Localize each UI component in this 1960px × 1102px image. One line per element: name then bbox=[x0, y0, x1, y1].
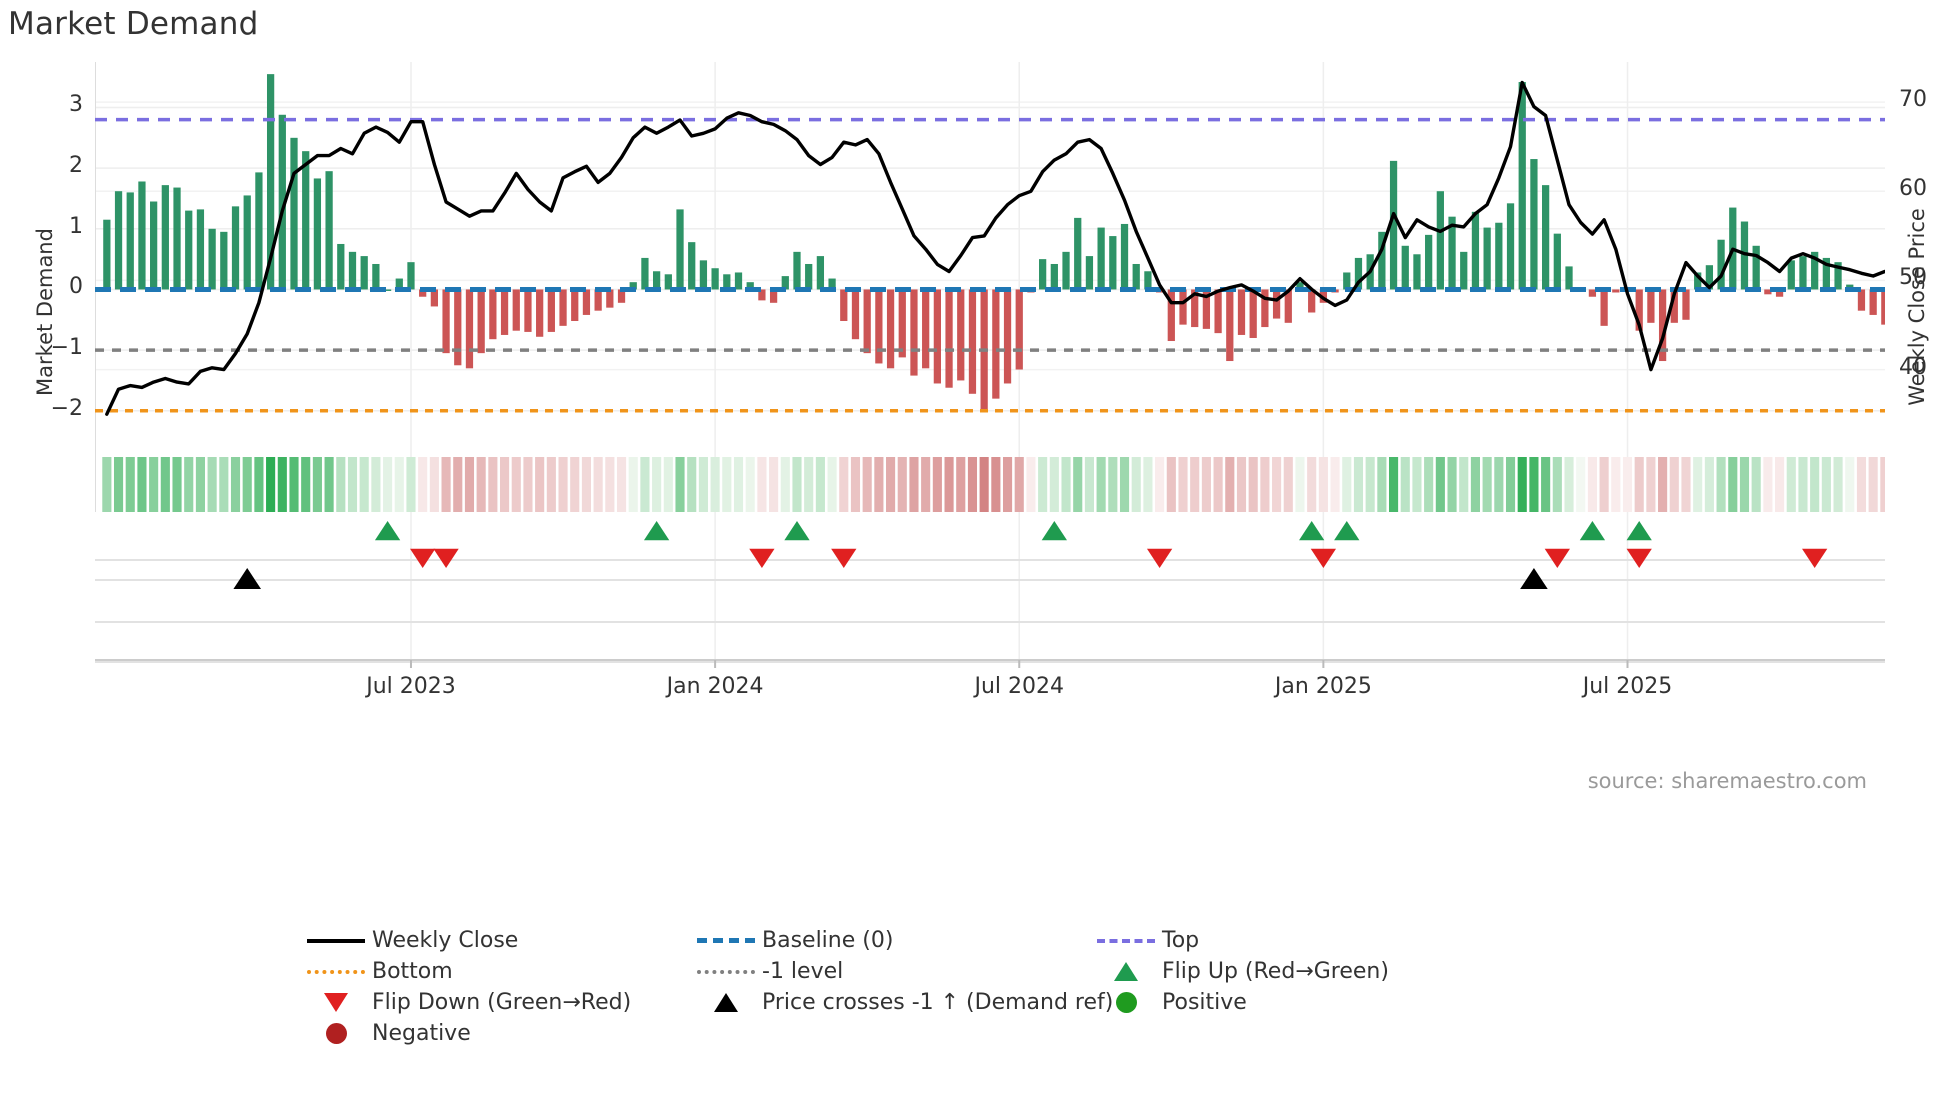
x-tick: Jul 2025 bbox=[1582, 674, 1673, 699]
y-tick-left: 2 bbox=[69, 153, 83, 179]
legend-item[interactable]: Positive bbox=[1090, 987, 1510, 1018]
chart-legend: Weekly Close Baseline (0) Top Bottom -1 leve… bbox=[300, 925, 1660, 1049]
y-tick-left: 0 bbox=[69, 274, 83, 300]
legend-item-label: Top bbox=[1162, 928, 1200, 953]
legend-item[interactable]: -1 level bbox=[690, 956, 1090, 987]
y-tick-left: −2 bbox=[50, 395, 83, 421]
x-tick: Jul 2024 bbox=[974, 674, 1064, 699]
legend-item-label: Flip Up (Red→Green) bbox=[1162, 959, 1389, 984]
y-axis-right-label: Weekly Close Price bbox=[1905, 208, 1929, 406]
legend-row: Weekly Close Baseline (0) Top bbox=[300, 925, 1660, 956]
legend-item-label: Price crosses -1 ↑ (Demand ref) bbox=[762, 990, 1114, 1015]
triangle-down-icon bbox=[300, 993, 372, 1012]
legend-item[interactable]: Negative bbox=[300, 1018, 690, 1049]
source-note: source: sharemaestro.com bbox=[1587, 769, 1867, 793]
legend-dashed-line-icon bbox=[1090, 938, 1162, 943]
chart-plot-area: Market Demand Weekly Close Price 3 2 1 0 −1−… bbox=[33, 62, 1929, 822]
y-tick-right: 70 bbox=[1899, 87, 1927, 113]
triangle-up-icon bbox=[690, 993, 762, 1012]
legend-item[interactable]: Top bbox=[1090, 925, 1510, 956]
y-tick-right: 50 bbox=[1899, 265, 1927, 291]
x-tick: Jul 2023 bbox=[366, 674, 456, 699]
legend-item-label: Negative bbox=[372, 1021, 471, 1046]
legend-item-label: Flip Down (Green→Red) bbox=[372, 990, 632, 1015]
legend-row: Bottom -1 level Flip Up (Red→Green) bbox=[300, 956, 1660, 987]
legend-line-icon bbox=[300, 938, 372, 943]
legend-item-label: -1 level bbox=[762, 959, 844, 984]
page-title: Market Demand bbox=[8, 6, 259, 42]
chart-svg bbox=[95, 62, 1885, 668]
legend-row: Flip Down (Green→Red) Price crosses -1 ↑ … bbox=[300, 987, 1660, 1018]
y-tick-right: 60 bbox=[1899, 176, 1927, 202]
x-tick: Jan 2024 bbox=[666, 674, 764, 699]
legend-dotted-line-icon bbox=[690, 969, 762, 974]
y-tick-left: −1 bbox=[50, 335, 83, 361]
legend-item[interactable]: Baseline (0) bbox=[690, 925, 1090, 956]
legend-item-label: Baseline (0) bbox=[762, 928, 894, 953]
legend-item[interactable]: Price crosses -1 ↑ (Demand ref) bbox=[690, 987, 1113, 1018]
legend-item[interactable]: Flip Down (Green→Red) bbox=[300, 987, 690, 1018]
circle-icon bbox=[300, 1023, 372, 1044]
y-tick-right: 40 bbox=[1899, 354, 1927, 380]
legend-item[interactable]: Flip Up (Red→Green) bbox=[1090, 956, 1510, 987]
y-tick-left: 3 bbox=[69, 92, 83, 118]
y-tick-left: 1 bbox=[69, 213, 83, 239]
legend-dashed-line-icon bbox=[690, 938, 762, 943]
triangle-up-icon bbox=[1090, 962, 1162, 981]
legend-item-label: Positive bbox=[1162, 990, 1247, 1015]
circle-icon bbox=[1090, 992, 1162, 1013]
x-tick: Jan 2025 bbox=[1274, 674, 1372, 699]
legend-item[interactable]: Weekly Close bbox=[300, 925, 690, 956]
legend-item[interactable]: Bottom bbox=[300, 956, 690, 987]
legend-item-label: Bottom bbox=[372, 959, 453, 984]
legend-row: Negative bbox=[300, 1018, 1660, 1049]
legend-item-label: Weekly Close bbox=[372, 928, 519, 953]
legend-dotted-line-icon bbox=[300, 969, 372, 974]
